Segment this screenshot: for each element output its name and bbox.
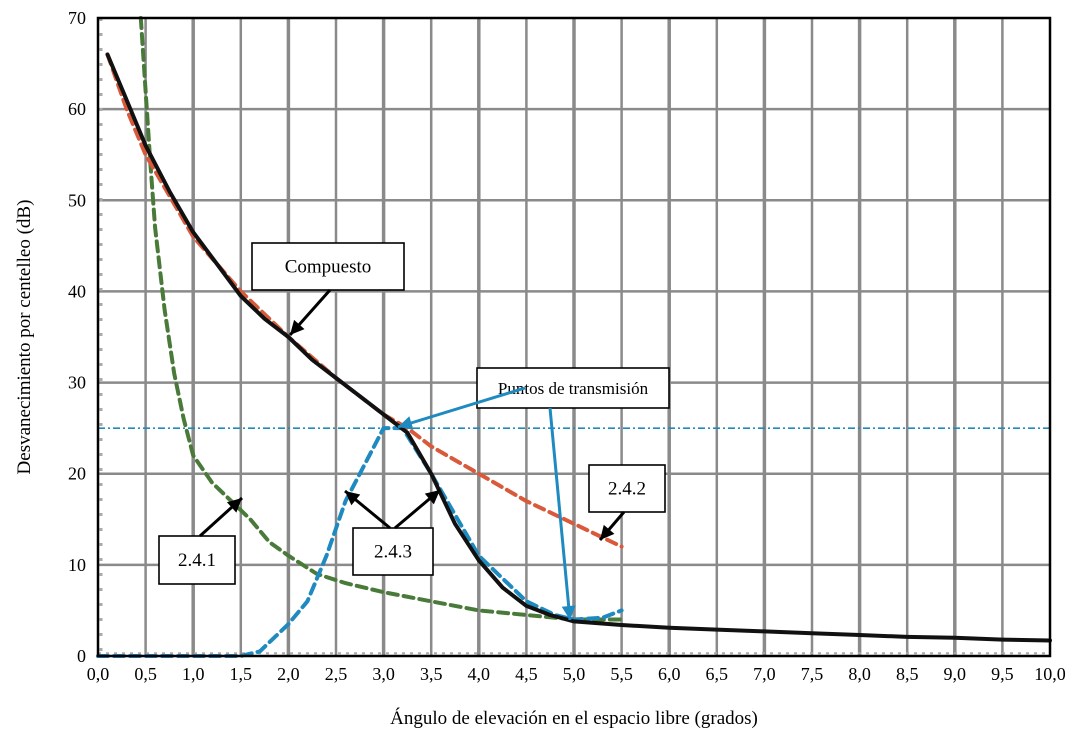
callout-arrowhead (600, 524, 615, 540)
x-tick-label: 0,5 (134, 664, 157, 684)
callout-arrowhead (226, 498, 242, 513)
callout-label: Puntos de transmisión (498, 379, 649, 398)
x-tick-label: 7,5 (801, 664, 824, 684)
callout-box (158, 535, 236, 585)
x-tick-label: 8,0 (848, 664, 871, 684)
x-tick-label: 2,5 (325, 664, 348, 684)
callout-arrowhead (424, 490, 440, 505)
callout-arrowhead (398, 416, 414, 430)
x-tick-label: 3,5 (420, 664, 443, 684)
callout-arrow (397, 386, 526, 429)
x-tick-label: 1,5 (230, 664, 253, 684)
callout-arrowhead (561, 605, 576, 620)
x-axis-title: Ángulo de elevación en el espacio libre … (390, 707, 758, 729)
x-tick-label: 5,0 (563, 664, 586, 684)
x-tick-label: 9,0 (944, 664, 967, 684)
x-tick-label: 7,0 (753, 664, 776, 684)
annotation-layer: Compuesto Puntos de transmisión 2.4.1 2.4.2… (158, 242, 670, 621)
x-tick-label: 4,5 (515, 664, 538, 684)
series-line-2-4-1 (138, 16, 624, 622)
callout-arrow (548, 407, 572, 621)
x-tick-label: 1,0 (182, 664, 205, 684)
callout-label: 2.4.3 (374, 542, 412, 563)
x-tick-label: 8,5 (896, 664, 919, 684)
callout-label: 2.4.1 (178, 550, 216, 571)
x-tick-label: 2,0 (277, 664, 300, 684)
x-tick-labels: 0,0 0,5 1,0 1,5 2,0 2,5 3,0 3,5 4,0 4,5 5,0 5,5 6,0 6… (87, 664, 1066, 684)
x-tick-label: 0,0 (87, 664, 110, 684)
x-tick-label: 4,0 (468, 664, 491, 684)
x-tick-label: 5,5 (610, 664, 633, 684)
series-line-compuesto (105, 52, 1052, 643)
x-tick-label: 9,5 (991, 664, 1014, 684)
y-tick-label: 70 (68, 8, 86, 28)
x-tick-label: 3,0 (372, 664, 395, 684)
y-tick-label: 50 (68, 190, 86, 210)
y-tick-label: 40 (68, 281, 86, 301)
x-tick-label: 6,5 (706, 664, 729, 684)
callout-box (352, 527, 434, 576)
x-tick-label: 6,0 (658, 664, 681, 684)
callout-label: Compuesto (285, 257, 372, 278)
grid (98, 18, 1050, 656)
callout-box (588, 464, 666, 513)
callout-arrowhead (290, 319, 305, 335)
callout-arrowhead (345, 491, 361, 506)
callout-box (476, 367, 670, 409)
y-tick-label: 60 (68, 99, 86, 119)
y-tick-label: 30 (68, 373, 86, 393)
y-axis-title: Desvanecimiento por centelleo (dB) (14, 200, 35, 475)
x-tick-label: 10,0 (1034, 664, 1066, 684)
y-tick-label: 20 (68, 464, 86, 484)
callout-box (251, 242, 405, 291)
callout-label: 2.4.2 (608, 479, 646, 500)
y-tick-label: 10 (68, 555, 86, 575)
y-tick-labels: 0 10 20 30 40 50 60 70 (68, 8, 86, 666)
y-tick-label: 0 (77, 646, 86, 666)
plot-frame (96, 16, 1052, 658)
